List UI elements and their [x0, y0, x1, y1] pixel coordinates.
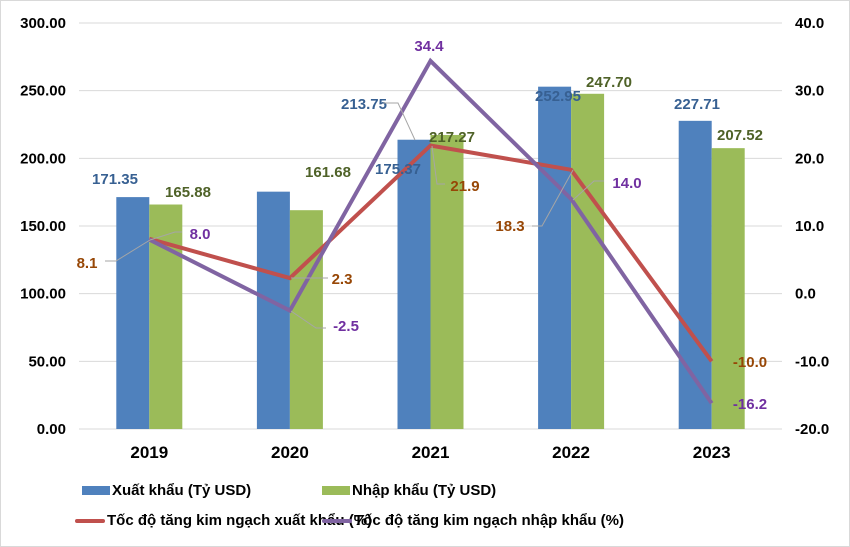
legend-label-export: Xuất khẩu (Tỷ USD)	[112, 482, 252, 499]
y-left-tick-label: 50.00	[28, 353, 66, 370]
bar-export	[256, 191, 290, 429]
y-right-tick-label: 20.0	[795, 150, 824, 167]
data-label-import-growth: -16.2	[733, 396, 767, 413]
data-label-export-growth: 21.9	[450, 178, 479, 195]
data-label-import: 217.27	[429, 129, 475, 146]
data-label-export-growth: 2.3	[332, 271, 353, 288]
data-label-export-growth: 8.1	[77, 255, 98, 272]
leader-line	[290, 310, 326, 329]
y-right-tick-label: -10.0	[795, 353, 829, 370]
legend-item-export: Xuất khẩu (Tỷ USD)	[82, 482, 251, 499]
legend-swatch-export-growth	[75, 518, 105, 523]
data-label-export: 175.37	[375, 161, 421, 178]
legend-swatch-import-growth	[322, 518, 352, 523]
legend-item-export-growth: Tốc độ tăng kim ngạch xuất khẩu (%)	[75, 512, 372, 529]
data-label-import: 161.68	[305, 164, 351, 181]
bar-export	[116, 197, 150, 429]
bar-import	[430, 134, 464, 429]
x-tick-label: 2019	[130, 443, 168, 462]
bar-import	[571, 93, 605, 430]
bar-export	[538, 86, 572, 430]
legend-item-import: Nhập khẩu (Tỷ USD)	[322, 482, 496, 499]
y-left-tick-label: 0.00	[37, 421, 66, 438]
x-tick-label: 2021	[412, 443, 450, 462]
data-label-export: 213.75	[341, 96, 387, 113]
leader-line	[572, 180, 604, 201]
y-left-tick-label: 150.00	[20, 218, 66, 235]
legend-swatch-import	[322, 486, 350, 495]
data-label-import: 207.52	[717, 127, 763, 144]
legend-label-export-growth: Tốc độ tăng kim ngạch xuất khẩu (%)	[107, 512, 373, 529]
data-label-export-growth: 18.3	[495, 218, 524, 235]
y-left-tick-label: 100.00	[20, 286, 66, 303]
legend-swatch-export	[82, 486, 110, 495]
data-label-import-growth: 34.4	[414, 38, 444, 55]
leader-line	[532, 169, 574, 227]
data-label-import-growth: 8.0	[190, 226, 211, 243]
bar-import	[289, 210, 323, 429]
data-label-import: 165.88	[165, 184, 211, 201]
x-tick-label: 2022	[552, 443, 590, 462]
x-tick-label: 2023	[693, 443, 731, 462]
y-right-tick-label: -20.0	[795, 421, 829, 438]
legend-label-import-growth: Tốc độ tăng kim ngạch nhập khẩu (%)	[354, 512, 625, 529]
y-left-tick-label: 250.00	[20, 83, 66, 100]
data-label-export: 227.71	[674, 96, 720, 113]
data-label-import: 247.70	[586, 74, 632, 91]
legend-item-import-growth: Tốc độ tăng kim ngạch nhập khẩu (%)	[322, 512, 624, 529]
data-label-import-growth: -2.5	[333, 318, 359, 335]
bar-export	[397, 139, 431, 429]
data-label-import-growth: 14.0	[612, 175, 641, 192]
legend: Xuất khẩu (Tỷ USD) Nhập khẩu (Tỷ USD) Tố…	[0, 478, 850, 538]
data-label-export: 252.95	[535, 88, 581, 105]
y-right-tick-label: 40.0	[795, 15, 824, 32]
y-left-tick-label: 200.00	[20, 150, 66, 167]
leader-line	[431, 145, 445, 185]
data-label-export-growth: -10.0	[733, 354, 767, 371]
legend-label-import: Nhập khẩu (Tỷ USD)	[352, 482, 497, 499]
leader-line	[105, 239, 151, 262]
y-right-tick-label: 0.0	[795, 286, 816, 303]
y-right-tick-label: 10.0	[795, 218, 824, 235]
leader-line	[383, 102, 416, 141]
y-left-tick-label: 300.00	[20, 15, 66, 32]
bar-import	[711, 148, 745, 430]
line-export-growth	[148, 143, 714, 363]
y-right-tick-label: 30.0	[795, 83, 824, 100]
leader-line	[149, 231, 182, 241]
data-label-export: 171.35	[92, 171, 138, 188]
line-import-growth	[148, 57, 714, 405]
x-tick-label: 2020	[271, 443, 309, 462]
